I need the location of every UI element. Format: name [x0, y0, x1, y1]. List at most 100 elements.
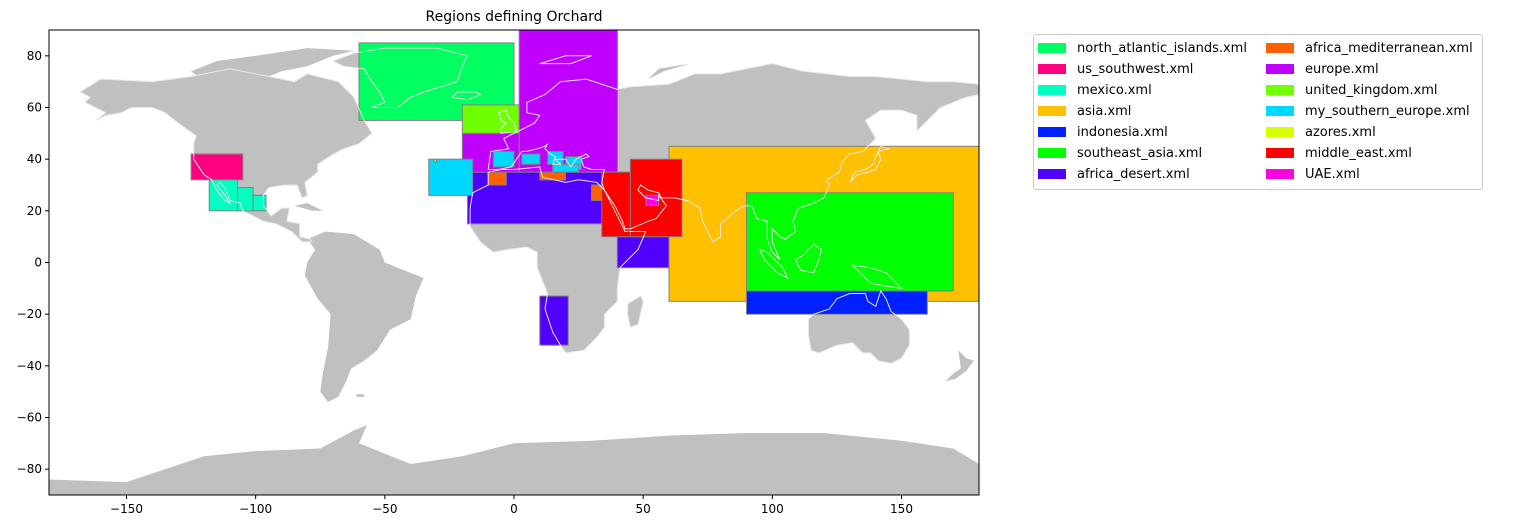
- land-falklands: [356, 394, 365, 397]
- region-box-us-southwest-0: [190, 153, 244, 181]
- y-tick-label: 20: [27, 204, 42, 218]
- legend-entry: north_atlantic_islands.xml: [1038, 39, 1247, 57]
- legend-swatch: [1038, 127, 1066, 137]
- region-box-africa-desert-2: [539, 295, 569, 346]
- region-box-africa-mediterranean-0: [487, 171, 507, 186]
- legend-label: united_kingdom.xml: [1305, 82, 1438, 98]
- legend-swatch: [1266, 169, 1294, 179]
- legend-entry: my_southern_europe.xml: [1266, 102, 1470, 120]
- coastline-north-america: [78, 68, 373, 243]
- legend-label: us_southwest.xml: [1077, 61, 1194, 77]
- coastline-uk: [497, 109, 518, 134]
- legend-entry: europe.xml: [1266, 60, 1379, 78]
- region-box-my-southern-europe-5: [552, 163, 580, 173]
- region-box-mexico-2: [252, 194, 267, 212]
- land-arctic-islands: [191, 48, 354, 82]
- legend-label: asia.xml: [1077, 103, 1132, 119]
- coastline-australia: [808, 289, 910, 364]
- legend-label: middle_east.xml: [1305, 145, 1412, 161]
- x-tick-label: 150: [890, 502, 913, 516]
- coastline-africa: [469, 166, 647, 354]
- y-tick-label: 80: [27, 49, 42, 63]
- region-box-my-southern-europe-2: [521, 153, 541, 165]
- y-tick-label: −40: [17, 359, 42, 373]
- land-antarctica: [49, 425, 979, 495]
- legend-swatch: [1266, 85, 1294, 95]
- legend-entry: africa_desert.xml: [1038, 165, 1190, 183]
- coastline-iceland: [450, 91, 482, 101]
- legend-entry: indonesia.xml: [1038, 123, 1168, 141]
- region-box-southeast-asia-0: [746, 192, 954, 292]
- legend-swatch: [1266, 43, 1294, 53]
- legend-label: mexico.xml: [1077, 82, 1152, 98]
- legend-swatch: [1038, 106, 1066, 116]
- world-land: [49, 30, 979, 495]
- legend-swatch: [1038, 148, 1066, 158]
- coastline-sumatra: [758, 248, 789, 280]
- legend-swatch: [1038, 85, 1066, 95]
- x-tick-label: −100: [239, 502, 272, 516]
- region-box-africa-mediterranean-1: [539, 171, 567, 181]
- land-new-zealand: [945, 350, 974, 382]
- legend-entry: us_southwest.xml: [1038, 60, 1193, 78]
- legend-entry: africa_mediterranean.xml: [1266, 39, 1473, 57]
- x-tick-label: 100: [761, 502, 784, 516]
- region-box-indonesia-0: [746, 290, 928, 315]
- region-box-my-southern-europe-1: [492, 150, 515, 168]
- legend-swatch: [1266, 127, 1294, 137]
- legend-label: north_atlantic_islands.xml: [1077, 40, 1247, 56]
- coastline-borneo: [794, 243, 822, 274]
- legend-label: azores.xml: [1305, 124, 1376, 140]
- legend-entry: azores.xml: [1266, 123, 1376, 141]
- legend-swatch: [1038, 169, 1066, 179]
- y-tick-label: −20: [17, 307, 42, 321]
- region-box-mexico-1: [237, 187, 254, 212]
- region-box-africa-mediterranean-2: [591, 184, 603, 201]
- region-box-middle-east-0: [601, 171, 634, 238]
- x-tick-label: −50: [372, 502, 397, 516]
- land-cuba: [294, 203, 323, 211]
- x-tick-label: 0: [510, 502, 518, 516]
- x-tick-label: −150: [110, 502, 143, 516]
- legend-label: UAE.xml: [1305, 166, 1360, 182]
- y-tick-label: 0: [34, 256, 42, 270]
- x-tick-label: 50: [636, 502, 651, 516]
- land-south-america: [304, 231, 424, 402]
- region-box-azores-0: [433, 158, 437, 163]
- legend-entry: asia.xml: [1038, 102, 1131, 120]
- y-tick-label: 60: [27, 101, 42, 115]
- legend-entry: southeast_asia.xml: [1038, 144, 1202, 162]
- legend-label: africa_mediterranean.xml: [1305, 40, 1473, 56]
- legend-swatch: [1266, 148, 1294, 158]
- legend-swatch: [1038, 64, 1066, 74]
- y-tick-label: −60: [17, 411, 42, 425]
- coastline-greenland: [331, 47, 469, 108]
- region-box-my-southern-europe-0: [428, 158, 474, 196]
- legend-entry: UAE.xml: [1266, 165, 1360, 183]
- region-box-europe-0: [518, 30, 618, 173]
- legend-label: europe.xml: [1305, 61, 1379, 77]
- land-novaya: [648, 63, 690, 80]
- y-tick-label: 40: [27, 152, 42, 166]
- y-tick-label: −80: [17, 462, 42, 476]
- legend-entry: united_kingdom.xml: [1266, 81, 1438, 99]
- coastline-europe-asia: [487, 63, 979, 261]
- coastline-svalbard: [539, 55, 592, 65]
- legend-swatch: [1266, 106, 1294, 116]
- coastline-madagascar: [627, 295, 644, 328]
- legend-label: southeast_asia.xml: [1077, 145, 1203, 161]
- legend-entry: mexico.xml: [1038, 81, 1152, 99]
- legend-label: africa_desert.xml: [1077, 166, 1190, 182]
- coastline-new-guinea: [850, 264, 903, 289]
- legend: north_atlantic_islands.xml us_southwest.x…: [1033, 34, 1483, 190]
- legend-label: my_southern_europe.xml: [1305, 103, 1470, 119]
- legend-entry: middle_east.xml: [1266, 144, 1412, 162]
- chart-title: Regions defining Orchard: [426, 9, 603, 25]
- legend-swatch: [1038, 43, 1066, 53]
- land-madagascar: [627, 296, 644, 328]
- region-box-mexico-0: [208, 179, 239, 212]
- legend-swatch: [1266, 64, 1294, 74]
- legend-label: indonesia.xml: [1077, 124, 1168, 140]
- coastline-japan: [849, 145, 891, 183]
